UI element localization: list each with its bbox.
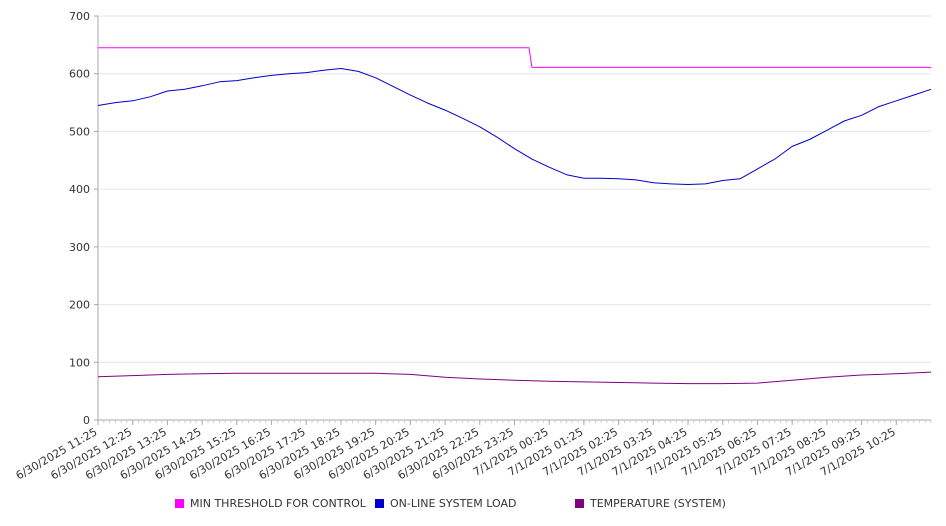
legend-item-min-threshold[interactable]: MIN THRESHOLD FOR CONTROL bbox=[175, 497, 366, 510]
legend-item-system-load[interactable]: ON-LINE SYSTEM LOAD bbox=[375, 497, 516, 510]
y-tick-label-0: 0 bbox=[83, 414, 90, 427]
legend-item-temperature[interactable]: TEMPERATURE (SYSTEM) bbox=[575, 497, 726, 510]
y-tick-label-400: 400 bbox=[69, 183, 90, 196]
y-tick-label-700: 700 bbox=[69, 10, 90, 23]
grid bbox=[98, 15, 931, 363]
series-line-min-threshold-for-control bbox=[98, 47, 931, 68]
legend: MIN THRESHOLD FOR CONTROL ON-LINE SYSTEM… bbox=[0, 497, 946, 517]
series-line-temperature-system bbox=[97, 371, 932, 385]
y-tick-label-300: 300 bbox=[69, 241, 90, 254]
x-axis: 6/30/2025 11:256/30/2025 12:256/30/2025 … bbox=[14, 419, 932, 482]
legend-label-min-threshold: MIN THRESHOLD FOR CONTROL bbox=[190, 497, 366, 510]
legend-swatch-system-load bbox=[375, 499, 384, 508]
line-chart: 0 100 200 300 400 500 600 700 6/30/2025 11:256/… bbox=[14, 10, 932, 482]
y-tick-label-100: 100 bbox=[69, 356, 90, 369]
legend-swatch-min-threshold bbox=[175, 499, 184, 508]
series-line-on-line-system-load bbox=[97, 68, 932, 185]
series-lines bbox=[97, 47, 932, 385]
y-tick-label-600: 600 bbox=[69, 68, 90, 81]
y-axis: 0 100 200 300 400 500 600 700 bbox=[69, 10, 99, 427]
legend-swatch-temperature bbox=[575, 499, 584, 508]
y-tick-label-200: 200 bbox=[69, 299, 90, 312]
legend-label-temperature: TEMPERATURE (SYSTEM) bbox=[590, 497, 726, 510]
legend-label-system-load: ON-LINE SYSTEM LOAD bbox=[390, 497, 517, 510]
y-tick-label-500: 500 bbox=[69, 125, 90, 138]
